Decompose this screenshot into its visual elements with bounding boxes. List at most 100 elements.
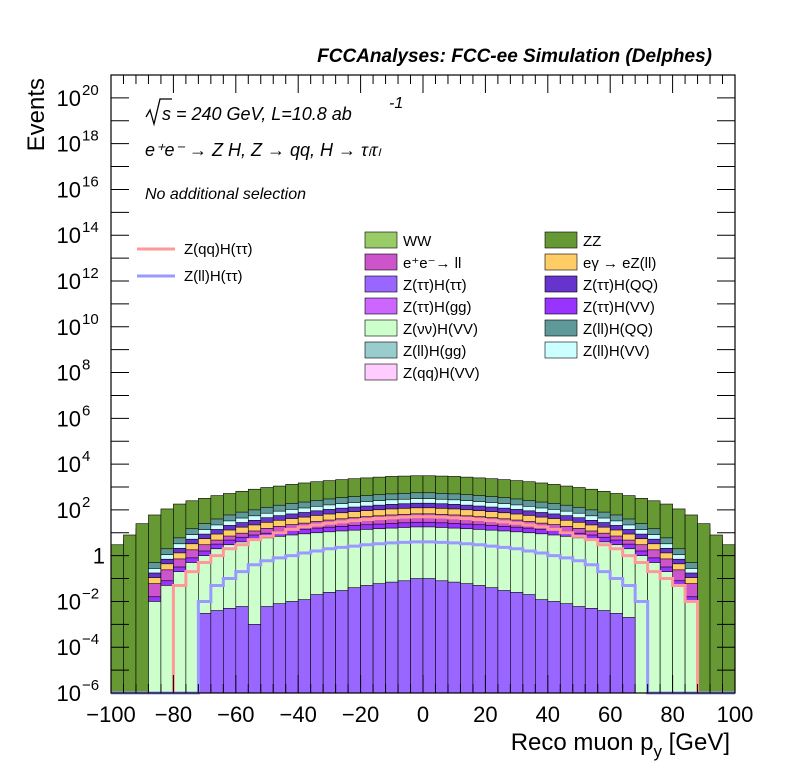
bar-zh [435,580,449,694]
bar-zz [697,523,711,694]
legend-label: Z(νν)H(VV) [403,321,478,338]
bar-zhvv [148,601,162,694]
bar-zhvv [684,601,698,694]
legend-label: Z(ll)H(QQ) [583,321,653,338]
bar-zh [198,613,212,694]
bar-zz [722,544,736,694]
y-tick-exponent: 6 [82,402,90,419]
y-tick-label: 10 [57,635,81,660]
y-tick-label: 10 [57,269,81,294]
bar-zhvv [672,585,686,694]
legend-label: eγ → eZ(ll) [583,255,656,272]
y-tick-exponent: 10 [82,311,99,328]
x-tick-label: 80 [660,702,684,727]
y-tick-label: 10 [57,498,81,523]
bar-zhvv [185,562,199,694]
bar-zh [410,578,424,694]
energy-text: s = 240 GeV, L=10.8 ab [162,104,352,124]
bar-zhvv [659,571,673,694]
y-axis-label: Events [23,78,50,151]
bar-zz [123,534,137,694]
y-tick-label: 10 [57,132,81,157]
legend-swatch [544,341,578,359]
legend-swatch [544,253,578,271]
y-tick-exponent: 14 [82,219,99,236]
bar-zz [110,544,124,694]
legend-label: Z(ττ)H(VV) [583,299,655,316]
x-tick-label: −40 [280,702,317,727]
legend-swatch [544,231,578,249]
x-tick-label: −60 [217,702,254,727]
overlay-line [111,515,735,695]
x-axis-label-subscript: y [653,742,662,761]
y-tick-exponent: 4 [82,448,90,465]
bar-zh [422,578,436,694]
bar-zz [135,523,149,694]
bar-zh [447,581,461,694]
bar-zh [397,580,411,694]
sqrt-icon [145,98,172,127]
legend-label: Z(qq)H(ττ) [184,241,253,258]
bar-zh [597,610,611,694]
y-tick-exponent: −2 [82,585,99,602]
bar-zh [559,603,574,694]
legend-label: ZZ [583,233,601,250]
bar-zh [385,581,399,694]
x-tick-label: −20 [342,702,379,727]
bar-zh [223,608,237,694]
x-tick-label: 20 [473,702,497,727]
overlay-line [111,540,735,695]
bar-zh [297,599,311,694]
y-tick-label: 10 [57,452,81,477]
energy-superscript: -1 [389,95,403,112]
bar-zhvv [160,585,174,694]
x-tick-label: −100 [86,702,136,727]
process-annotation: e⁺e⁻ → Z H, Z → qq, H → τₗτₗ [145,140,382,160]
legend-swatch [364,341,398,359]
legend-swatch [544,275,578,293]
bar-zh [210,610,224,694]
chart-header-title: FCCAnalyses: FCC-ee Simulation (Delphes) [317,46,712,67]
bar-zhvv [173,571,187,694]
y-tick-label: 10 [57,223,81,248]
bar-zh [360,585,374,694]
bar-zh [285,601,299,694]
y-tick-label: 10 [57,406,81,431]
bar-zh [535,599,549,694]
y-tick-label: 1 [93,544,105,569]
legend-label: Z(ττ)H(ττ) [403,277,467,294]
bar-zh [310,594,324,694]
y-tick-exponent: 8 [82,357,90,374]
bar-zh [485,587,499,694]
legend-swatch [364,363,398,381]
legend-label: Z(ll)H(gg) [403,343,466,360]
bar-zh [260,606,274,694]
legend-swatch [364,253,398,271]
bar-zh [472,585,486,694]
x-tick-label: −80 [155,702,192,727]
stack-layer [198,578,636,694]
legend-swatch [364,231,398,249]
bar-zh [572,606,586,694]
bar-zh [335,590,349,694]
energy-annotation: s = 240 GeV, L=10.8 ab -1 [145,95,403,127]
legend-swatch [364,275,398,293]
bar-zh [497,590,511,694]
bar-zh [547,601,561,694]
legend-swatch [544,319,578,337]
bar-zh [322,592,336,694]
overlay-lines [111,515,735,695]
x-axis-label-unit: [GeV] [662,729,730,756]
legend-swatch [364,319,398,337]
y-tick-exponent: 20 [82,82,99,99]
bar-zh [247,624,262,694]
bar-zh [347,587,361,694]
legend-swatch [364,297,398,315]
y-tick-exponent: 18 [82,128,99,145]
y-tick-exponent: 12 [82,265,99,282]
legend-label: Z(ll)H(VV) [583,343,650,360]
bar-zh [510,592,524,694]
